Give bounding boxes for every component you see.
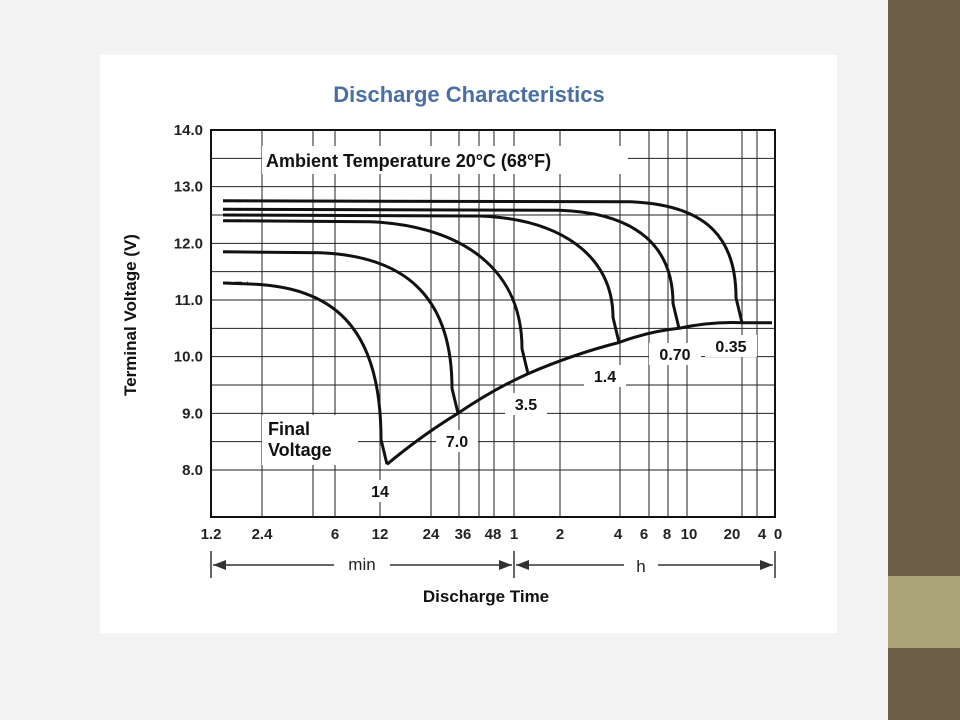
y-tick-label: 10.0 [174, 349, 203, 366]
y-tick-label: 13.0 [174, 179, 203, 196]
curve-label-14: 14 [371, 484, 389, 501]
curve-label-bg [436, 430, 478, 452]
slide-sidebar-accent [888, 576, 960, 648]
y-axis-label: Terminal Voltage (V) [121, 234, 140, 396]
discharge-curve-3.5 [222, 219, 530, 375]
discharge-curve-0.35 [222, 199, 744, 324]
curve-label-0.70: 0.70 [659, 347, 690, 364]
curve-label-bg [505, 393, 547, 415]
discharge-curve-1.4 [222, 213, 621, 343]
x-tick-label: 12 [372, 526, 389, 543]
x-tick-label: 6 [640, 526, 648, 543]
final-voltage-line-2: Voltage [268, 440, 332, 460]
min-unit-label: min [348, 555, 375, 574]
x-tick-label: 4 [614, 526, 623, 543]
final-voltage-line-1: Final [268, 419, 310, 439]
discharge-curves [222, 199, 772, 466]
discharge-curve-7.0 [222, 250, 460, 414]
x-tick-label: 1.2 [201, 526, 222, 543]
curve-label-3.5: 3.5 [515, 397, 537, 414]
ambient-temperature-annotation: Ambient Temperature 20°C (68°F) [266, 151, 551, 171]
final-voltage-label: Final Voltage [268, 419, 332, 460]
curve-label-0.35: 0.35 [715, 339, 746, 356]
x-tick-label: 48 [485, 526, 502, 543]
x-tick-label: 6 [331, 526, 339, 543]
y-tick-labels: 8.0 9.0 10.0 11.0 12.0 13.0 14.0 [174, 122, 203, 479]
x-tick-label: 2 [556, 526, 564, 543]
curve-label-bg [364, 480, 396, 502]
annotation-bg [262, 146, 628, 174]
y-tick-label: 9.0 [182, 405, 203, 422]
curve-label-1.4: 1.4 [594, 369, 616, 386]
curve-labels: 14 7.0 3.5 1.4 0.70 0.35 [364, 335, 757, 502]
x-axis-label: Discharge Time [423, 587, 549, 606]
y-tick-label: 12.0 [174, 235, 203, 252]
curve-label-7.0: 7.0 [446, 434, 468, 451]
x-tick-label: 8 [663, 526, 671, 543]
x-tick-label: 2.4 [252, 526, 274, 543]
x-tick-label: 4 [758, 526, 767, 543]
x-tick-label: 24 [423, 526, 440, 543]
y-tick-label: 11.0 [175, 292, 203, 309]
x-tick-label: 1 [510, 526, 518, 543]
y-tick-label: 8.0 [182, 462, 203, 479]
y-tick-label: 14.0 [174, 122, 203, 139]
x-tick-label: 36 [455, 526, 472, 543]
final-voltage-curve [386, 321, 772, 466]
unit-brackets [210, 551, 776, 578]
x-tick-label: 0 [774, 526, 782, 543]
curve-label-bg [649, 343, 701, 365]
x-tick-labels: 1.2 2.4 6 12 24 36 48 1 2 4 6 8 10 20 4 0 [201, 526, 783, 543]
curve-label-bg [705, 335, 757, 357]
chart-title: Discharge Characteristics [333, 82, 604, 107]
x-tick-label: 20 [724, 526, 741, 543]
discharge-curve-0.70 [222, 207, 681, 329]
hour-unit-label: h [636, 557, 645, 576]
final-voltage-bg [262, 415, 358, 465]
discharge-curve-14 [222, 281, 389, 465]
curve-label-bg [584, 365, 626, 387]
plot-frame [210, 129, 776, 518]
x-tick-label: 10 [681, 526, 698, 543]
